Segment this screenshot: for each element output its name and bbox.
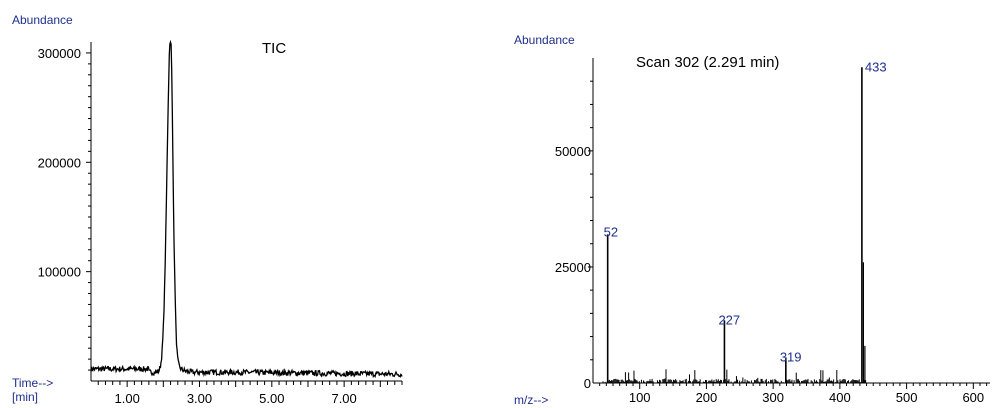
tic-trace bbox=[91, 42, 402, 377]
ms-y-tick-label: 0 bbox=[584, 376, 591, 391]
ms-peak-label: 433 bbox=[865, 59, 887, 74]
ms-y-tick-label: 25000 bbox=[555, 260, 591, 275]
ms-labeled-peaks: 52 227 319 433 bbox=[604, 59, 887, 383]
tic-y-tick-label: 100000 bbox=[38, 265, 81, 280]
ms-peak-label: 52 bbox=[604, 224, 618, 239]
tic-x-tick-label: 5.00 bbox=[259, 391, 284, 406]
mass-spectrum-chart: Abundance Scan 302 (2.291 min) m/z--> 10… bbox=[514, 33, 990, 407]
ms-x-tick-label: 500 bbox=[896, 390, 918, 405]
tic-title: TIC bbox=[262, 40, 286, 57]
tic-chart: Abundance TIC Time--> [min] 1.00 3.00 5.00… bbox=[12, 13, 402, 406]
tic-x-tick-label: 7.00 bbox=[331, 391, 356, 406]
tic-x-tick-label: 1.00 bbox=[115, 391, 140, 406]
ms-tick-labels: 100 200 300 400 500 600 0 25000 50000 bbox=[555, 144, 984, 405]
ms-noise-peaks bbox=[603, 369, 866, 383]
ms-x-tick-label: 100 bbox=[629, 390, 651, 405]
ms-ylabel: Abundance bbox=[514, 33, 575, 47]
tic-ylabel: Abundance bbox=[12, 13, 73, 27]
tic-axes bbox=[86, 42, 402, 387]
ms-x-tick-label: 400 bbox=[829, 390, 851, 405]
tic-xlabel-line1: Time--> bbox=[12, 376, 53, 390]
ms-peak-label: 319 bbox=[780, 349, 802, 364]
ms-x-tick-label: 300 bbox=[762, 390, 784, 405]
ms-xlabel: m/z--> bbox=[514, 393, 548, 407]
ms-peak-label: 227 bbox=[718, 312, 740, 327]
ms-title: Scan 302 (2.291 min) bbox=[636, 54, 779, 71]
tic-x-tick-label: 3.00 bbox=[187, 391, 212, 406]
tic-y-tick-label: 300000 bbox=[38, 46, 81, 61]
ms-x-tick-label: 200 bbox=[696, 390, 718, 405]
tic-tick-labels: 1.00 3.00 5.00 7.00 100000 200000 300000 bbox=[38, 46, 357, 406]
ms-y-tick-label: 50000 bbox=[555, 144, 591, 159]
ms-axes bbox=[588, 58, 990, 389]
ms-x-tick-label: 600 bbox=[962, 390, 984, 405]
tic-y-tick-label: 200000 bbox=[38, 155, 81, 170]
tic-xlabel-line2: [min] bbox=[12, 390, 38, 404]
